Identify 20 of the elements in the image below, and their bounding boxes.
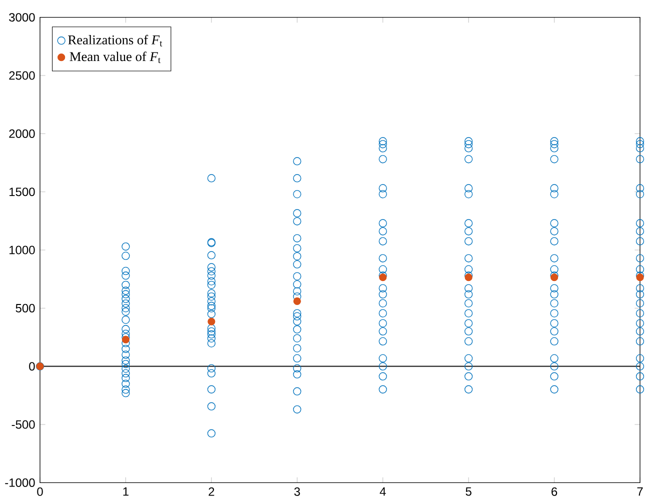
y-tick-label: 2500: [9, 71, 35, 80]
y-tick-label: 1500: [10, 187, 35, 196]
x-tick-label: 7: [637, 487, 643, 496]
y-tick-label: -1000: [5, 478, 35, 487]
legend-label: Realizations of F$_{t}$: [68, 34, 162, 46]
y-tick-label: 0: [29, 362, 35, 370]
y-tick-label: 1000: [10, 246, 35, 254]
point: [208, 318, 216, 326]
x-tick-label: 1: [123, 487, 128, 496]
x-tick-label: 6: [552, 487, 558, 496]
legend-label: Mean value of F$_{t}$: [70, 51, 161, 63]
x-tick-label: 3: [294, 487, 300, 496]
x-tick-label: 2: [208, 487, 214, 496]
x-tick-label: 5: [466, 487, 472, 496]
y-tick-label: 3000: [9, 12, 35, 22]
x-tick-label: 4: [380, 487, 386, 496]
y-tick-label: -500: [12, 420, 35, 429]
x-tick-label: 0: [37, 487, 43, 496]
y-tick-label: 2000: [9, 129, 35, 138]
y-tick-label: 500: [16, 304, 35, 312]
